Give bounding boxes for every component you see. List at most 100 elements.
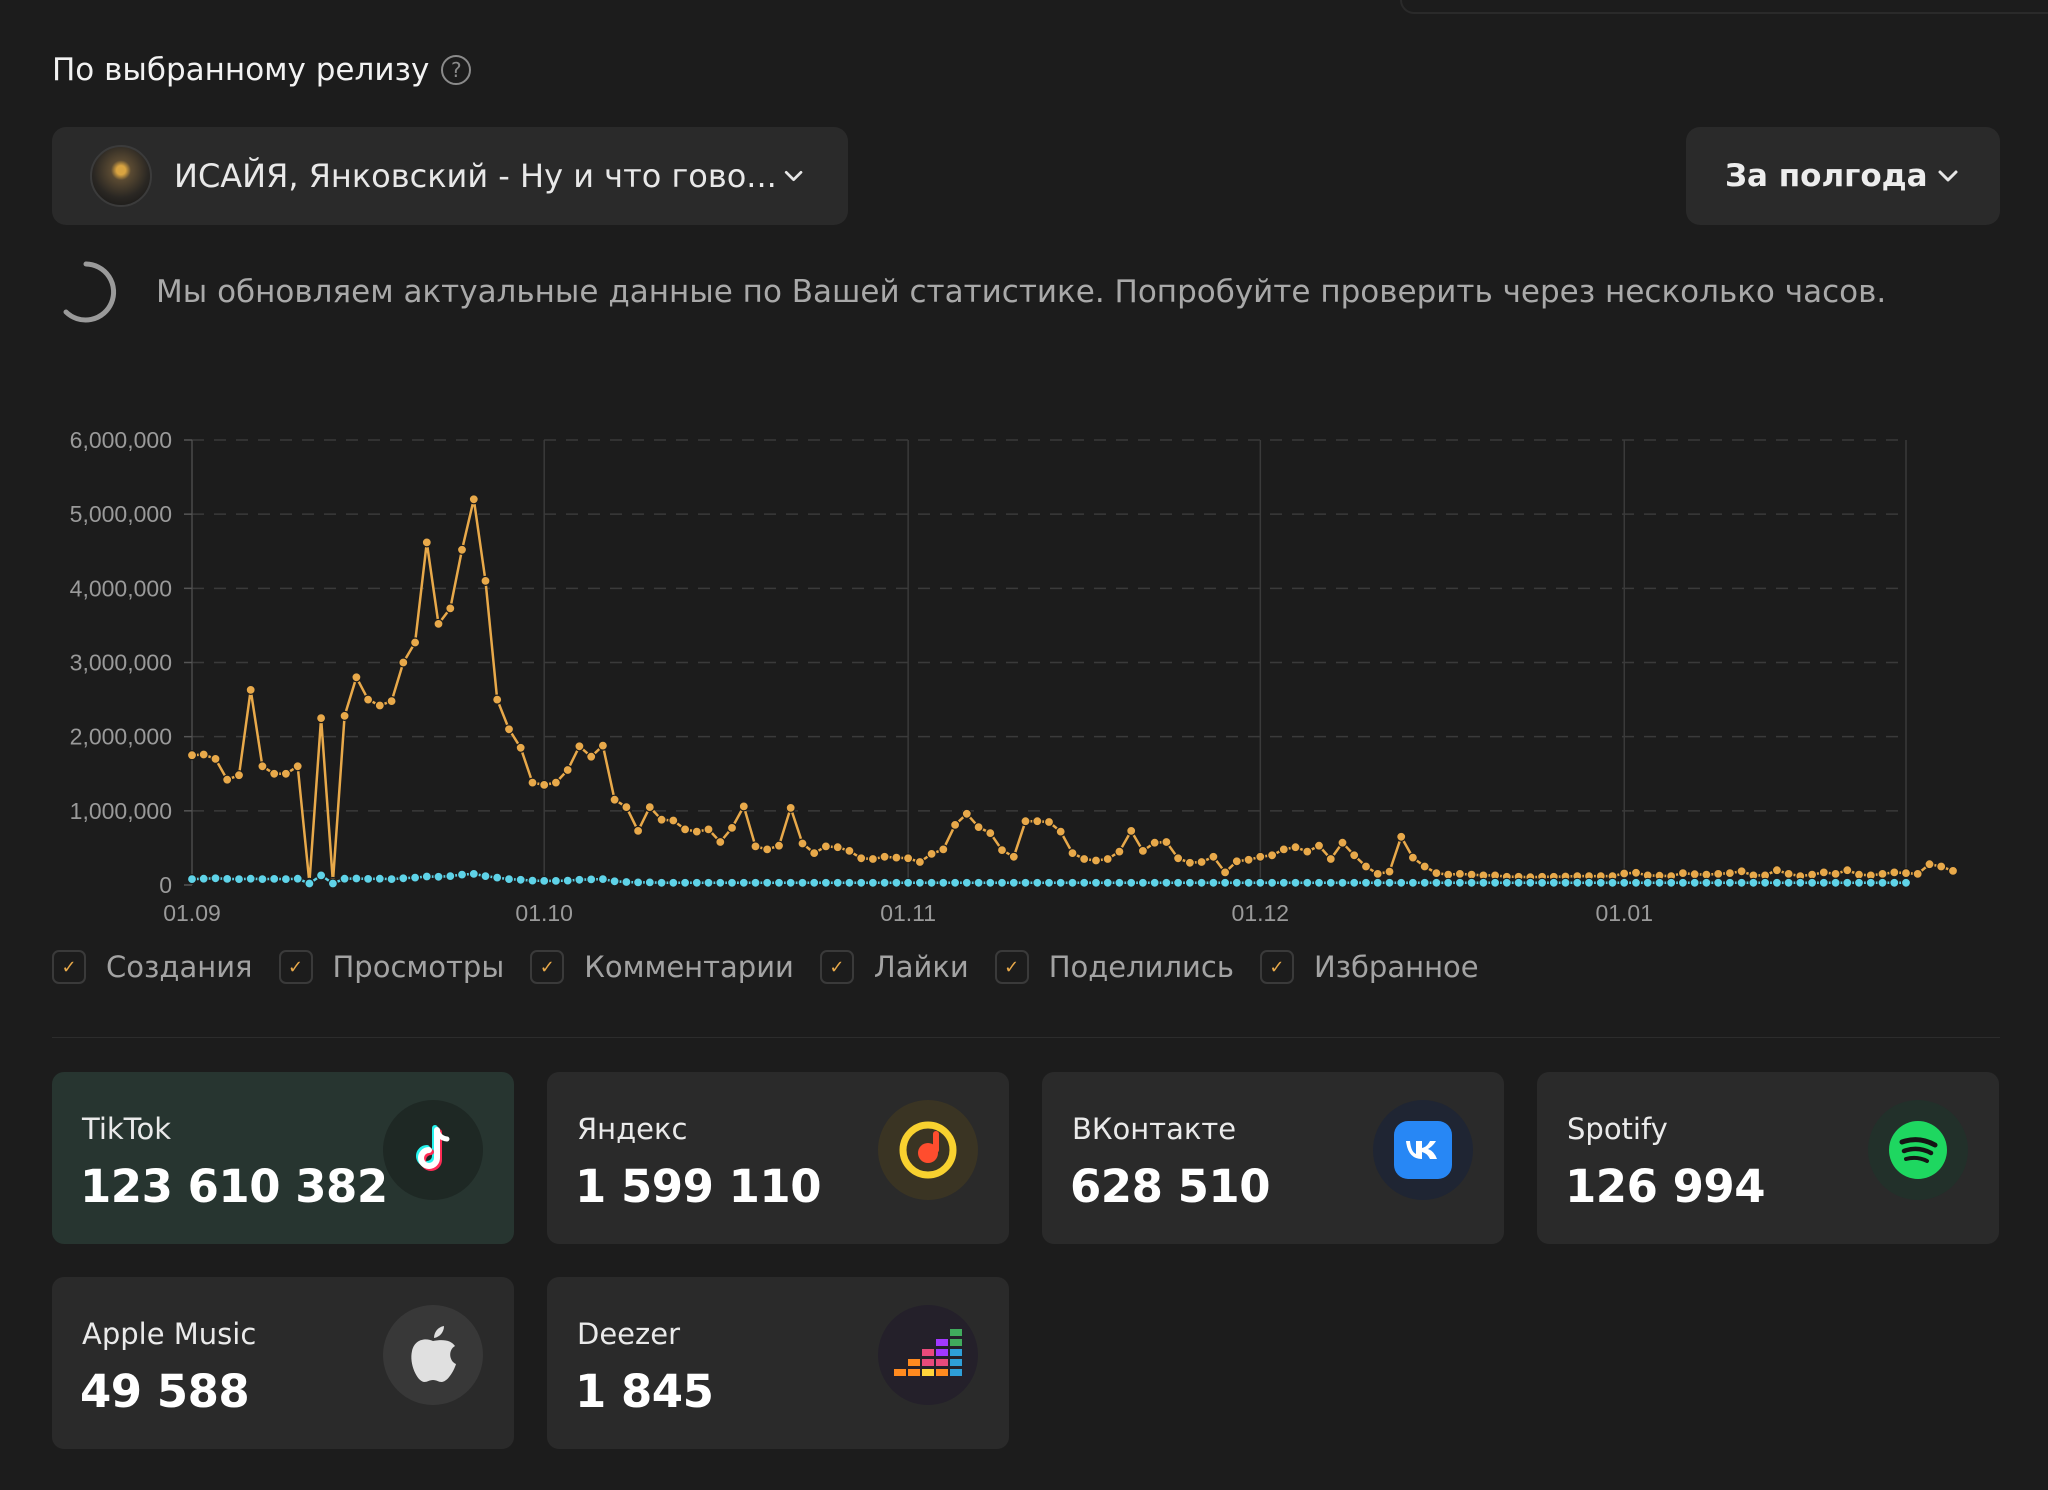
data-point xyxy=(445,871,456,882)
checkbox[interactable]: ✓ xyxy=(994,950,1029,984)
data-point xyxy=(1771,865,1783,876)
data-point xyxy=(1325,877,1336,888)
data-point xyxy=(867,853,879,865)
checkbox[interactable]: ✓ xyxy=(530,950,565,984)
y-tick-label: 6,000,000 xyxy=(70,427,172,453)
data-point xyxy=(468,868,479,879)
data-point xyxy=(1349,877,1360,888)
data-point xyxy=(1654,877,1665,888)
data-point xyxy=(1677,877,1689,888)
platform-card-yandex[interactable]: Яндекс 1 599 110 xyxy=(547,1072,1009,1244)
data-point xyxy=(222,774,233,785)
data-point xyxy=(832,877,843,888)
legend-label: Комментарии xyxy=(584,950,794,984)
platform-card-apple-music[interactable]: Apple Music 49 588 xyxy=(52,1277,514,1449)
chart-series xyxy=(186,494,1959,889)
x-tick-label: 01.01 xyxy=(1595,900,1653,926)
data-point xyxy=(621,876,632,888)
platform-value: 126 994 xyxy=(1565,1160,1766,1213)
legend-label: Избранное xyxy=(1313,950,1479,984)
platform-value: 628 510 xyxy=(1070,1160,1271,1213)
data-point xyxy=(410,872,421,883)
data-point xyxy=(1877,868,1888,879)
data-point xyxy=(1043,816,1055,828)
data-point xyxy=(1067,848,1078,859)
platform-card-vk[interactable]: ВКонтакте 628 510 xyxy=(1042,1072,1504,1244)
data-point xyxy=(1302,877,1313,888)
data-point xyxy=(339,873,350,884)
data-point xyxy=(1795,877,1806,888)
data-point xyxy=(668,877,679,888)
data-point xyxy=(374,700,385,711)
data-point xyxy=(1137,845,1149,856)
data-point xyxy=(914,856,926,868)
data-point xyxy=(562,875,573,886)
data-point xyxy=(1196,856,1207,868)
legend-item-shares[interactable]: ✓ Поделились xyxy=(994,950,1234,984)
data-point xyxy=(1783,868,1794,879)
checkbox[interactable]: ✓ xyxy=(1259,950,1294,984)
data-point xyxy=(1525,877,1536,888)
release-cover-image xyxy=(90,145,152,207)
platform-card-spotify[interactable]: Spotify 126 994 xyxy=(1537,1072,1999,1244)
data-point xyxy=(210,873,221,884)
data-point xyxy=(445,603,456,614)
data-point xyxy=(891,852,902,863)
data-point xyxy=(1842,865,1853,876)
data-point xyxy=(985,828,996,839)
checkbox[interactable]: ✓ xyxy=(278,950,313,984)
legend-item-likes[interactable]: ✓ Лайки xyxy=(819,950,969,984)
data-point xyxy=(1114,877,1125,888)
legend-item-favorites[interactable]: ✓ Избранное xyxy=(1259,950,1479,984)
data-point xyxy=(1407,852,1419,863)
checkbox[interactable]: ✓ xyxy=(819,950,854,984)
data-point xyxy=(410,637,421,648)
data-point xyxy=(480,575,491,586)
update-notice-text: Мы обновляем актуальные данные по Вашей … xyxy=(156,274,1887,310)
data-point xyxy=(1924,859,1935,870)
data-point xyxy=(1443,877,1454,888)
data-point xyxy=(1219,877,1231,888)
data-point xyxy=(820,841,832,852)
platform-card-deezer[interactable]: Deezer 1 845 xyxy=(547,1277,1009,1449)
data-point xyxy=(961,877,972,888)
data-point xyxy=(1055,877,1066,888)
data-point xyxy=(363,873,374,884)
data-point xyxy=(222,873,233,884)
legend-item-creations[interactable]: ✓ Создания xyxy=(52,950,253,984)
release-select[interactable]: ИСАЙЯ, Янковский - Ну и что гово... xyxy=(52,127,848,225)
question-circle-icon[interactable]: ? xyxy=(441,55,472,85)
data-point xyxy=(715,836,726,848)
data-point xyxy=(1830,868,1841,879)
data-point xyxy=(210,753,221,764)
data-point xyxy=(233,874,245,885)
data-point xyxy=(1724,868,1736,879)
data-point xyxy=(1325,853,1336,865)
data-point xyxy=(1431,868,1442,879)
data-point xyxy=(386,874,397,885)
platform-card-tiktok[interactable]: TikTok 123 610 382 xyxy=(52,1072,514,1244)
data-point xyxy=(503,874,515,885)
data-point xyxy=(1619,868,1630,879)
data-point xyxy=(1689,877,1700,888)
legend-item-views[interactable]: ✓ Просмотры xyxy=(278,950,504,984)
period-select[interactable]: За полгода xyxy=(1686,127,2000,225)
data-point xyxy=(1020,816,1031,827)
data-point xyxy=(1724,877,1736,888)
chart-y-axis: 0 1,000,000 2,000,000 3,000,000 4,000,000 5,0… xyxy=(70,427,192,898)
platform-name: Deezer xyxy=(577,1317,681,1351)
checkbox[interactable]: ✓ xyxy=(52,950,86,984)
y-tick-label: 0 xyxy=(159,872,172,898)
data-point xyxy=(1278,844,1289,855)
legend-item-comments[interactable]: ✓ Комментарии xyxy=(530,950,794,984)
data-point xyxy=(996,845,1008,856)
data-point xyxy=(1032,816,1043,827)
data-point xyxy=(1947,865,1959,876)
data-point xyxy=(1172,853,1184,864)
data-point xyxy=(245,684,256,695)
data-point xyxy=(1313,877,1325,888)
data-point xyxy=(691,826,702,837)
data-point xyxy=(1208,851,1219,862)
data-point xyxy=(926,877,937,888)
data-point xyxy=(656,877,667,888)
